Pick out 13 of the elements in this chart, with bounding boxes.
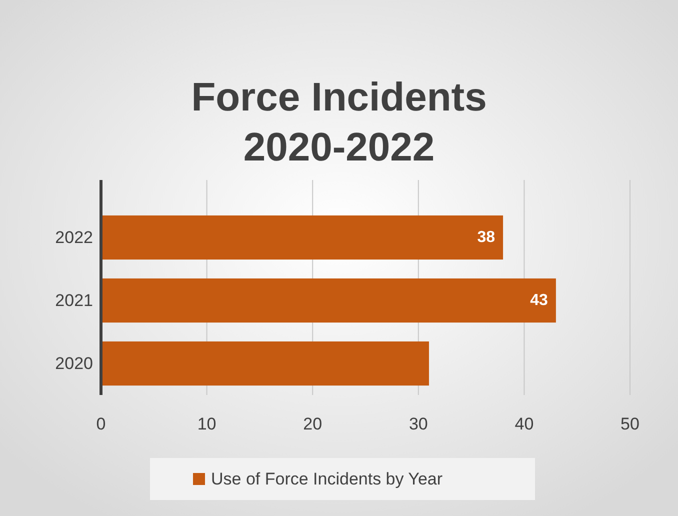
x-tick-label: 10 — [197, 414, 216, 434]
text: 43 — [530, 292, 548, 309]
y-tick-label: 2020 — [55, 354, 93, 373]
x-tick-label: 30 — [408, 414, 428, 434]
x-tick-label: 50 — [620, 414, 640, 434]
x-tick-label: 0 — [96, 414, 106, 434]
text: 38 — [477, 229, 496, 246]
x-tick-label: 20 — [303, 414, 322, 434]
chart-title: Force Incidents 2020-2022 — [191, 76, 487, 170]
x-tick-label: 40 — [514, 414, 534, 434]
legend-label: Use of Force Incidents by Year — [211, 470, 443, 488]
y-tick-label: 2021 — [55, 291, 93, 310]
y-tick-label: 2022 — [55, 228, 93, 247]
